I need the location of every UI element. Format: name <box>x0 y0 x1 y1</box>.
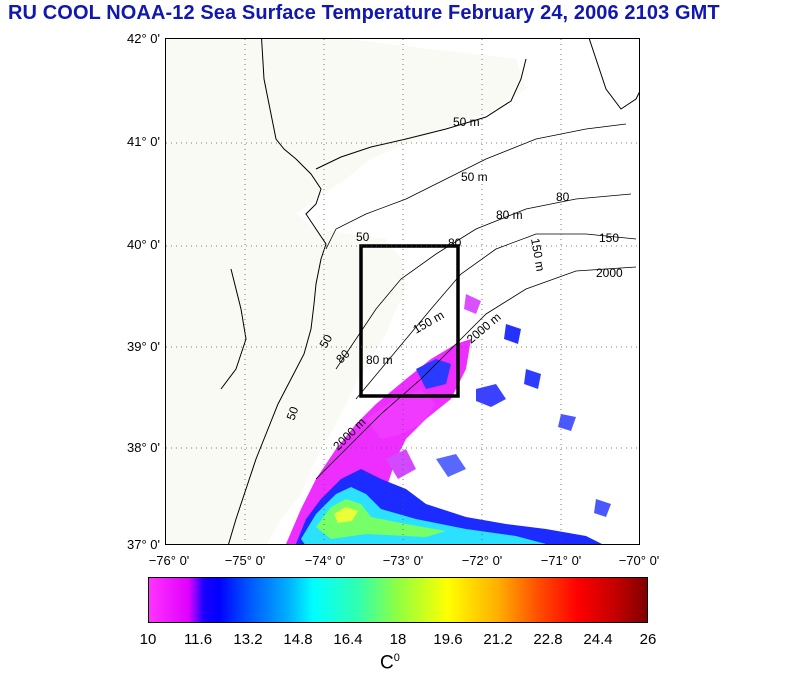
colorbar-tick-8: 22.8 <box>523 631 573 648</box>
coastline <box>228 39 326 545</box>
contour-label-50m-b: 50 m <box>461 170 488 184</box>
contour-label-50m-a: 50 m <box>453 115 480 129</box>
map-title: RU COOL NOAA-12 Sea Surface Temperature … <box>0 2 800 25</box>
lat-label-38: 38° 0' <box>102 440 160 455</box>
colorbar-tick-6: 19.6 <box>423 631 473 648</box>
colorbar-tick-3: 14.8 <box>273 631 323 648</box>
lon-label-76: −76° 0' <box>134 553 204 568</box>
lat-label-37: 37° 0' <box>102 537 160 552</box>
contour-label-50-e: 50 <box>284 404 302 422</box>
lat-label-42: 42° 0' <box>102 31 160 46</box>
colorbar-unit: C0 <box>380 652 400 674</box>
lat-label-41: 41° 0' <box>102 134 160 149</box>
colorbar-tick-7: 21.2 <box>473 631 523 648</box>
colorbar-tick-2: 13.2 <box>223 631 273 648</box>
lon-label-70: −70° 0' <box>604 553 674 568</box>
temperature-colorbar <box>148 577 648 623</box>
lon-label-74: −74° 0' <box>290 553 360 568</box>
lon-label-75: −75° 0' <box>210 553 280 568</box>
lat-label-40: 40° 0' <box>102 237 160 252</box>
lon-label-71: −71° 0' <box>526 553 596 568</box>
contour-label-2000-a: 2000 <box>596 266 623 280</box>
lon-label-73: −73° 0' <box>368 553 438 568</box>
contour-label-50-d: 50 <box>316 332 335 351</box>
colorbar-tick-10: 26 <box>623 631 673 648</box>
contour-label-80m-d: 80 m <box>366 353 393 367</box>
contour-label-150-a: 150 <box>599 231 619 245</box>
colorbar-unit-letter: C <box>380 652 394 673</box>
sst-map: 50 m 50 m 50 50 50 80 m 80 80 80 m 80 15… <box>165 38 640 545</box>
map-canvas: 50 m 50 m 50 50 50 80 m 80 80 80 m 80 15… <box>166 39 640 545</box>
colorbar-tick-5: 18 <box>373 631 423 648</box>
lat-label-39: 39° 0' <box>102 339 160 354</box>
contour-label-80m-a: 80 m <box>496 208 523 222</box>
contour-label-50-c: 50 <box>356 230 370 244</box>
colorbar-tick-9: 24.4 <box>573 631 623 648</box>
contour-label-80-b: 80 <box>448 236 462 250</box>
colorbar-tick-0: 10 <box>123 631 173 648</box>
lon-label-72: −72° 0' <box>447 553 517 568</box>
contour-label-80-c: 80 <box>556 190 570 204</box>
delaware-bay <box>221 269 246 389</box>
contour-label-80-e: 80 <box>333 347 353 367</box>
colorbar-tick-1: 11.6 <box>173 631 223 648</box>
colorbar-tick-4: 16.4 <box>323 631 373 648</box>
colorbar-unit-degree: 0 <box>394 652 400 664</box>
